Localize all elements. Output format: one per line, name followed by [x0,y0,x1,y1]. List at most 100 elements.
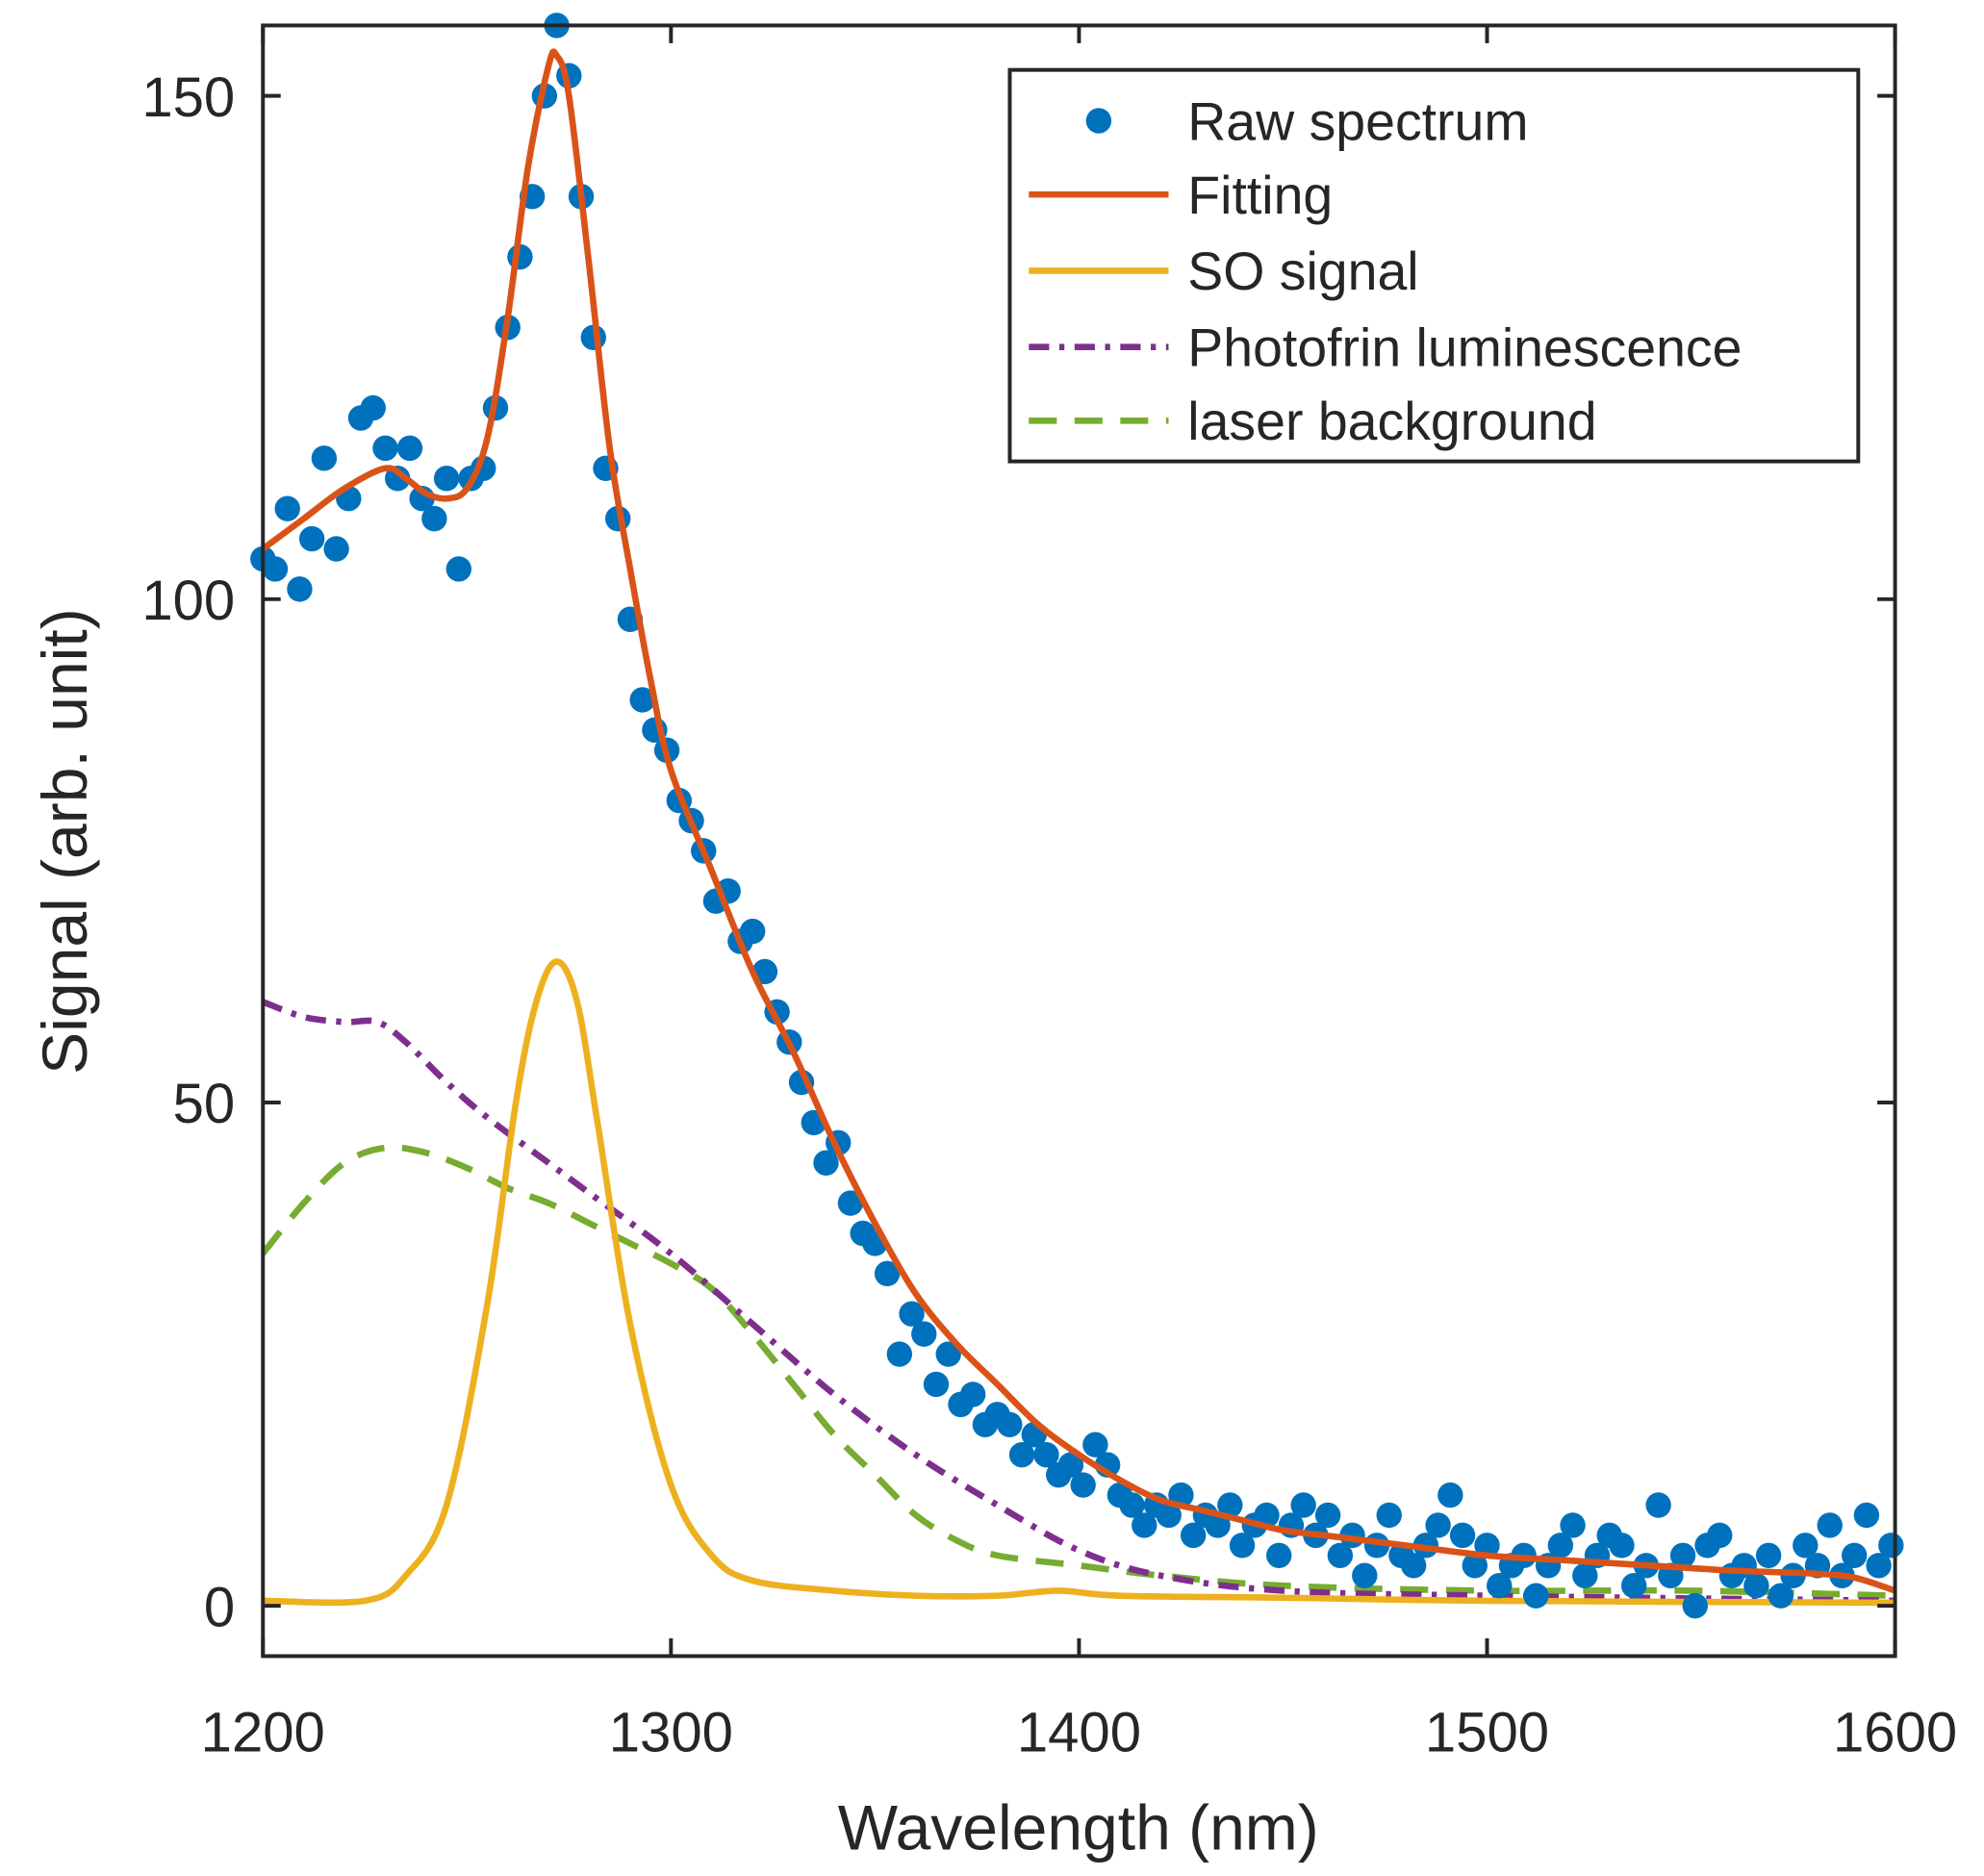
y-axis-label: Signal (arb. unit) [29,608,100,1075]
data-point [262,556,289,582]
data-point [1082,1432,1108,1458]
tick-layer: 1200 1300 1400 1500 1600 0 50 100 150 [141,25,1957,1764]
series-photofrin-luminescence [262,999,1895,1605]
legend-label: SO signal [1187,241,1418,301]
data-point [1866,1553,1892,1579]
x-tick-label: 1600 [1833,1702,1957,1764]
data-point [886,1341,913,1367]
data-point [1437,1482,1463,1508]
data-point [323,536,349,562]
data-point [1290,1492,1316,1518]
data-point [372,435,398,462]
data-point [1669,1542,1696,1569]
data-point [1376,1502,1402,1529]
data-point [360,394,386,421]
data-point [997,1411,1023,1438]
data-point [421,505,447,532]
legend-entry: Photofrin luminescence [1029,317,1742,377]
data-point [1229,1533,1256,1559]
data-point [274,495,300,521]
data-point [1768,1583,1794,1609]
legend-entry: SO signal [1029,241,1419,301]
series-line [261,48,1896,1594]
data-point [396,435,423,462]
legend-entry: Raw spectrum [1085,91,1529,151]
data-point [923,1371,950,1398]
data-point [385,466,411,492]
data-point [1254,1502,1280,1529]
data-point [959,1382,986,1407]
data-point [813,1150,839,1176]
data-point [1572,1562,1598,1588]
data-point [1547,1533,1574,1559]
legend-box [1007,67,1861,464]
data-point [874,1260,901,1287]
legend-label: Fitting [1187,165,1333,225]
data-point [1070,1472,1096,1498]
data-point [1682,1592,1708,1619]
y-tick-label: 0 [204,1576,235,1638]
data-point [1755,1542,1782,1569]
legend-entry: laser background [1029,392,1597,451]
x-tick-label: 1400 [1017,1702,1141,1764]
x-tick-label: 1200 [201,1702,325,1764]
y-tick-label: 150 [141,66,235,129]
data-point [1156,1502,1182,1529]
data-point [1645,1492,1671,1518]
data-point [1523,1583,1549,1609]
data-point [1707,1522,1733,1549]
legend-label: Photofrin luminescence [1187,317,1742,377]
data-point [1793,1533,1819,1559]
data-point [1425,1512,1451,1538]
data-point [298,525,325,552]
legend-marker [1085,108,1112,134]
data-point [1008,1441,1035,1468]
series-line [260,1144,1895,1599]
legend-label: Raw spectrum [1187,91,1528,151]
data-point [1327,1542,1354,1569]
y-tick-label: 50 [173,1073,236,1135]
x-axis-label: Wavelength (nm) [838,1791,1319,1863]
data-point [1853,1502,1880,1529]
data-point [287,576,313,602]
data-point [1743,1572,1769,1599]
data-point [899,1301,925,1327]
data-point [935,1341,961,1367]
data-point [1352,1562,1378,1588]
data-point [1487,1572,1513,1599]
data-point [1033,1441,1059,1468]
series-line [263,958,1895,1607]
data-point [1180,1522,1207,1549]
data-point [1560,1512,1586,1538]
data-point [1217,1492,1243,1518]
series-line [262,999,1895,1605]
data-point [1119,1492,1145,1518]
series-fitting [261,48,1896,1594]
data-point [837,1190,864,1216]
legend-label: laser background [1187,392,1596,451]
data-point [433,466,460,492]
data-point [911,1321,937,1347]
data-point [1132,1512,1157,1538]
data-point [1462,1553,1488,1579]
data-point [311,445,338,471]
data-point [1841,1542,1868,1569]
series-raw-spectrum [250,13,1904,1619]
data-point [1609,1533,1635,1559]
data-point [1057,1452,1084,1478]
series-so-signal [263,958,1895,1607]
data-point [629,687,655,713]
data-point [1449,1522,1476,1549]
x-tick-label: 1500 [1425,1702,1549,1764]
series-layer [250,13,1904,1619]
data-point [445,556,472,582]
y-tick-label: 100 [141,570,235,632]
data-point [1314,1502,1341,1529]
x-tick-label: 1300 [609,1702,733,1764]
data-point [1620,1572,1647,1599]
legend-entry: Fitting [1029,165,1333,225]
data-point [1266,1542,1292,1569]
data-point [1878,1533,1904,1559]
